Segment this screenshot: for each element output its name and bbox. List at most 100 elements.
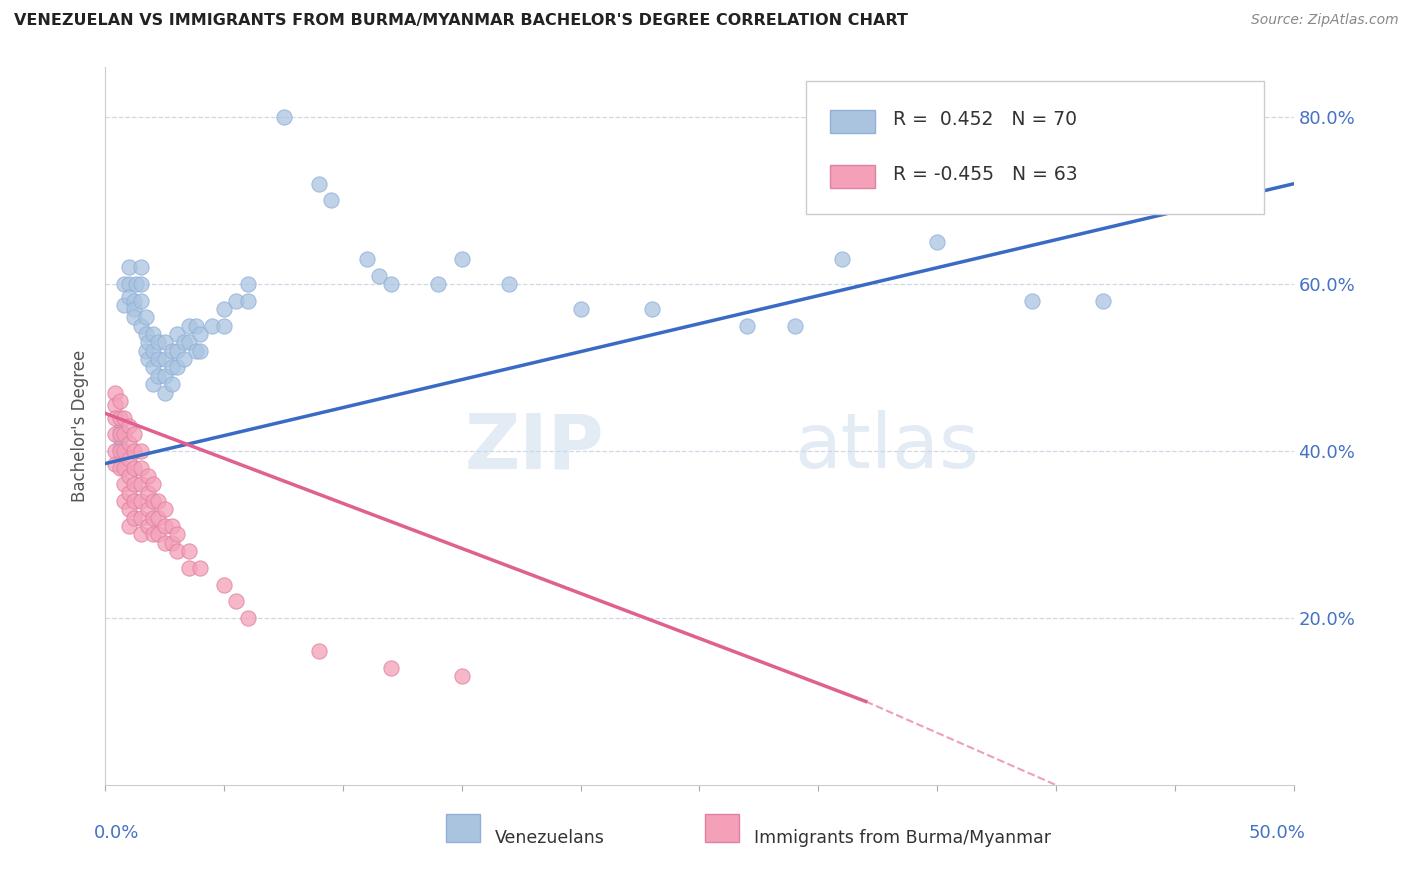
Y-axis label: Bachelor's Degree: Bachelor's Degree	[72, 350, 90, 502]
Text: R = -0.455   N = 63: R = -0.455 N = 63	[893, 165, 1078, 184]
Point	[136, 469, 159, 483]
Point	[114, 494, 136, 508]
Point	[450, 252, 472, 266]
Point	[166, 527, 188, 541]
Point	[118, 260, 141, 275]
Point	[118, 452, 141, 467]
Point	[160, 519, 183, 533]
Point	[153, 352, 176, 367]
Point	[177, 544, 200, 558]
Point	[641, 301, 664, 316]
Point	[136, 335, 159, 350]
Point	[104, 410, 127, 425]
Point	[129, 277, 152, 291]
Text: R =  0.452   N = 70: R = 0.452 N = 70	[893, 110, 1077, 128]
Text: atlas: atlas	[794, 410, 980, 484]
Point	[104, 398, 127, 412]
Point	[125, 277, 148, 291]
Point	[321, 194, 343, 208]
Bar	[447, 814, 479, 842]
Point	[177, 561, 200, 575]
Point	[122, 310, 145, 325]
Point	[108, 440, 131, 454]
Point	[160, 343, 183, 358]
Point	[114, 444, 136, 458]
Bar	[830, 165, 876, 188]
Point	[225, 594, 247, 608]
Point	[118, 502, 141, 516]
Point	[122, 494, 145, 508]
Point	[173, 352, 195, 367]
Point	[118, 485, 141, 500]
Point	[129, 460, 152, 475]
Point	[1021, 293, 1043, 308]
Point	[118, 435, 141, 450]
Point	[308, 644, 330, 658]
Point	[214, 301, 236, 316]
Point	[735, 318, 758, 333]
Point	[367, 268, 389, 283]
Point	[135, 343, 157, 358]
Point	[108, 460, 131, 475]
Point	[108, 393, 131, 408]
Point	[104, 457, 127, 471]
Point	[142, 377, 165, 392]
Point	[114, 410, 136, 425]
Point	[214, 577, 236, 591]
Bar	[706, 814, 738, 842]
Point	[122, 444, 145, 458]
Point	[177, 318, 200, 333]
Text: Source: ZipAtlas.com: Source: ZipAtlas.com	[1251, 13, 1399, 28]
Point	[214, 318, 236, 333]
Point	[236, 611, 259, 625]
FancyBboxPatch shape	[807, 81, 1264, 214]
Point	[166, 343, 188, 358]
Point	[142, 327, 165, 342]
Point	[190, 561, 212, 575]
Point	[118, 469, 141, 483]
Point	[427, 277, 450, 291]
Point	[153, 368, 176, 383]
Point	[122, 460, 145, 475]
Point	[122, 301, 145, 316]
Point	[142, 527, 165, 541]
Point	[190, 327, 212, 342]
Point	[142, 510, 165, 524]
Point	[104, 385, 127, 400]
Point	[118, 277, 141, 291]
Point	[160, 360, 183, 375]
Point	[184, 318, 207, 333]
Point	[201, 318, 224, 333]
Point	[114, 277, 136, 291]
Point	[146, 494, 169, 508]
Point	[166, 360, 188, 375]
Point	[142, 360, 165, 375]
Point	[108, 410, 131, 425]
Point	[380, 277, 402, 291]
Point	[569, 301, 592, 316]
Point	[136, 519, 159, 533]
Point	[108, 427, 131, 442]
Point	[146, 368, 169, 383]
Point	[142, 494, 165, 508]
Point	[114, 460, 136, 475]
Point	[146, 335, 169, 350]
Text: Venezuelans: Venezuelans	[495, 830, 605, 847]
Text: Immigrants from Burma/Myanmar: Immigrants from Burma/Myanmar	[754, 830, 1052, 847]
Point	[122, 510, 145, 524]
Text: 50.0%: 50.0%	[1249, 824, 1305, 842]
Point	[153, 519, 176, 533]
Point	[122, 293, 145, 308]
Point	[450, 669, 472, 683]
Point	[173, 335, 195, 350]
Point	[129, 444, 152, 458]
Text: ZIP: ZIP	[465, 410, 605, 484]
Point	[925, 235, 948, 250]
Point	[118, 418, 141, 433]
Text: VENEZUELAN VS IMMIGRANTS FROM BURMA/MYANMAR BACHELOR'S DEGREE CORRELATION CHART: VENEZUELAN VS IMMIGRANTS FROM BURMA/MYAN…	[14, 13, 908, 29]
Point	[136, 352, 159, 367]
Point	[129, 494, 152, 508]
Point	[129, 293, 152, 308]
Point	[153, 335, 176, 350]
Point	[118, 519, 141, 533]
